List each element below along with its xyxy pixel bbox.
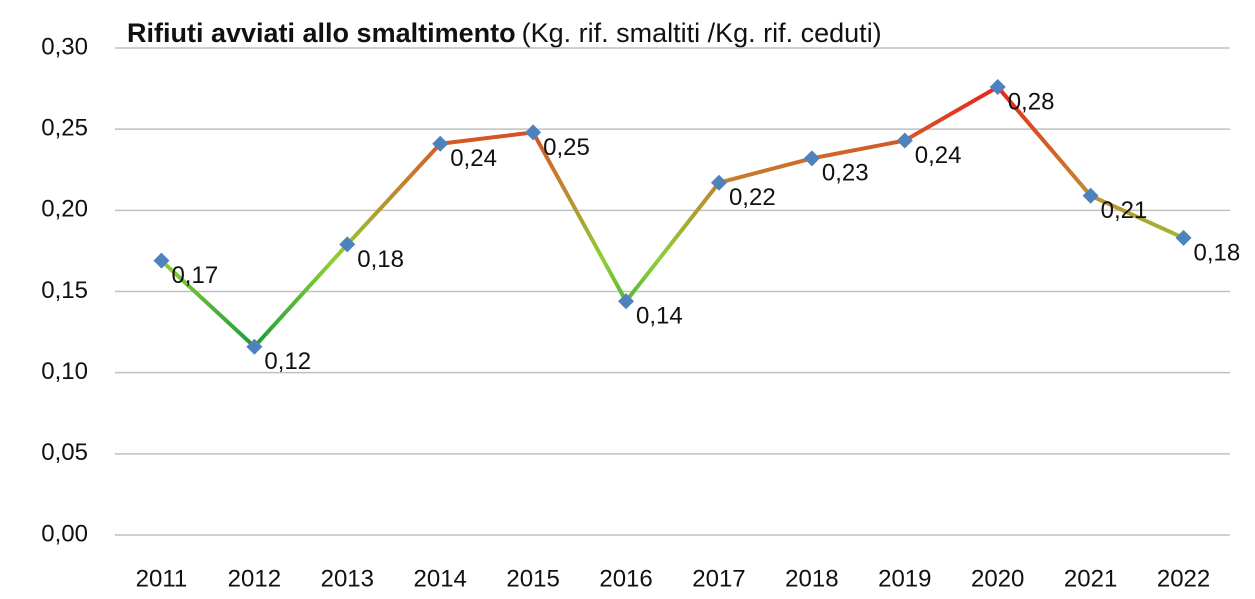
x-tick-label: 2014 — [414, 565, 467, 592]
marker — [525, 124, 542, 141]
marker — [432, 135, 449, 152]
marker — [1082, 187, 1099, 204]
title-unit: (Kg. rif. smaltiti /Kg. rif. ceduti) — [522, 18, 882, 48]
marker — [618, 293, 635, 310]
y-tick-label: 0,20 — [41, 196, 88, 223]
x-tick-label: 2021 — [1064, 565, 1117, 592]
x-tick-label: 2022 — [1157, 565, 1210, 592]
marker — [989, 78, 1006, 95]
marker — [710, 174, 727, 191]
line — [160, 84, 1185, 349]
marker — [246, 338, 263, 355]
x-tick-label: 2011 — [136, 565, 188, 592]
x-tick-label: 2013 — [321, 565, 374, 592]
y-tick-label: 0,25 — [41, 115, 88, 142]
y-tick-label: 0,05 — [41, 439, 88, 466]
y-tick-label: 0,00 — [41, 520, 88, 547]
data-label: 0,18 — [357, 246, 404, 273]
x-tick-label: 2019 — [878, 565, 931, 592]
data-label: 0,23 — [822, 160, 869, 187]
y-tick-label: 0,10 — [41, 358, 88, 385]
y-tick-label: 0,15 — [41, 277, 88, 304]
marker — [1175, 229, 1192, 246]
data-label: 0,24 — [450, 145, 497, 172]
data-label: 0,28 — [1008, 88, 1055, 115]
x-tick-label: 2017 — [692, 565, 745, 592]
marker — [803, 150, 820, 167]
data-label: 0,24 — [915, 142, 962, 169]
x-tick-label: 2020 — [971, 565, 1024, 592]
x-tick-label: 2018 — [785, 565, 838, 592]
chart-title: Rifiuti avviati allo smaltimento (Kg. rif… — [127, 18, 882, 48]
data-label: 0,12 — [264, 348, 311, 375]
x-tick-label: 2012 — [228, 565, 281, 592]
title-main: Rifiuti avviati allo smaltimento — [127, 18, 516, 48]
marker — [896, 132, 913, 149]
data-label: 0,22 — [729, 184, 776, 211]
x-tick-label: 2016 — [599, 565, 652, 592]
marker — [339, 236, 356, 253]
data-label: 0,14 — [636, 303, 683, 330]
data-label: 0,17 — [171, 262, 218, 289]
marker — [153, 252, 170, 269]
y-tick-label: 0,30 — [41, 33, 88, 60]
data-label: 0,21 — [1101, 197, 1148, 224]
data-label: 0,25 — [543, 134, 590, 161]
data-label: 0,18 — [1194, 239, 1241, 266]
x-tick-label: 2015 — [506, 565, 559, 592]
